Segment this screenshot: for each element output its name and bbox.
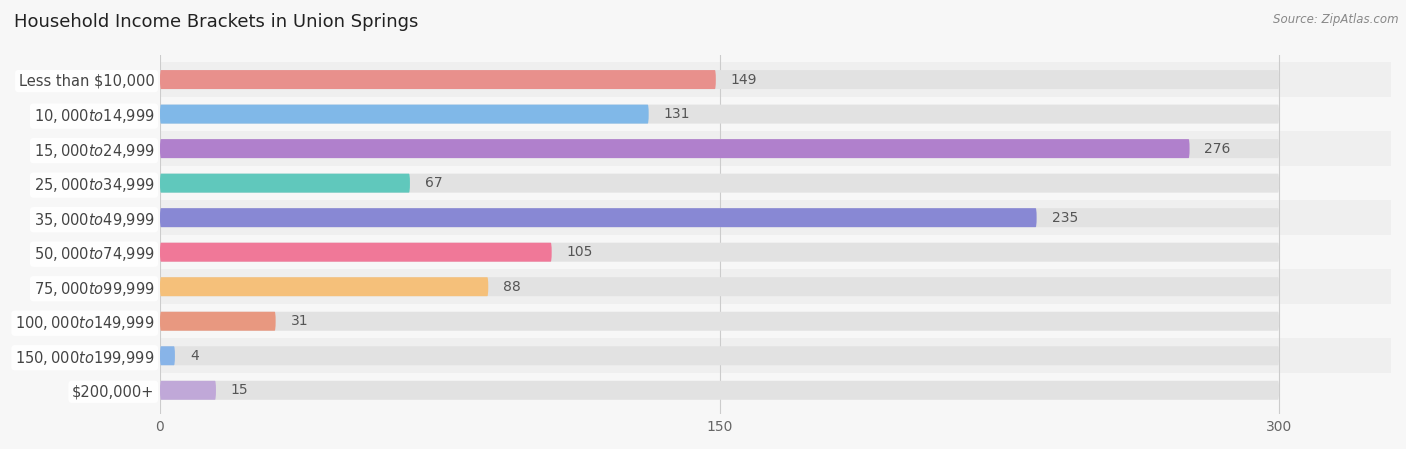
FancyBboxPatch shape [160,139,1279,158]
Text: 31: 31 [291,314,308,328]
Bar [142,339,1406,373]
FancyBboxPatch shape [160,312,1279,331]
FancyBboxPatch shape [160,243,1279,262]
FancyBboxPatch shape [160,346,174,365]
Text: 235: 235 [1052,211,1078,224]
Text: 149: 149 [731,73,758,87]
Text: 105: 105 [567,245,593,259]
FancyBboxPatch shape [160,381,1279,400]
Bar [142,97,1406,132]
FancyBboxPatch shape [160,208,1036,227]
Text: 276: 276 [1205,141,1230,156]
Text: 88: 88 [503,280,522,294]
FancyBboxPatch shape [160,174,411,193]
FancyBboxPatch shape [160,208,1279,227]
FancyBboxPatch shape [160,381,217,400]
FancyBboxPatch shape [160,139,1189,158]
Bar [142,62,1406,97]
Text: 131: 131 [664,107,690,121]
FancyBboxPatch shape [160,243,551,262]
Text: Household Income Brackets in Union Springs: Household Income Brackets in Union Sprin… [14,13,419,31]
Text: 67: 67 [425,176,443,190]
FancyBboxPatch shape [160,174,1279,193]
Text: 4: 4 [190,349,198,363]
Bar [142,200,1406,235]
Text: 15: 15 [231,383,249,397]
Bar [142,304,1406,339]
FancyBboxPatch shape [160,70,716,89]
FancyBboxPatch shape [160,277,488,296]
Bar [142,269,1406,304]
FancyBboxPatch shape [160,312,276,331]
Bar [142,235,1406,269]
Bar [142,166,1406,200]
FancyBboxPatch shape [160,105,648,123]
Text: Source: ZipAtlas.com: Source: ZipAtlas.com [1274,13,1399,26]
Bar [142,132,1406,166]
FancyBboxPatch shape [160,105,1279,123]
Bar [142,373,1406,408]
FancyBboxPatch shape [160,70,1279,89]
FancyBboxPatch shape [160,277,1279,296]
FancyBboxPatch shape [160,346,1279,365]
